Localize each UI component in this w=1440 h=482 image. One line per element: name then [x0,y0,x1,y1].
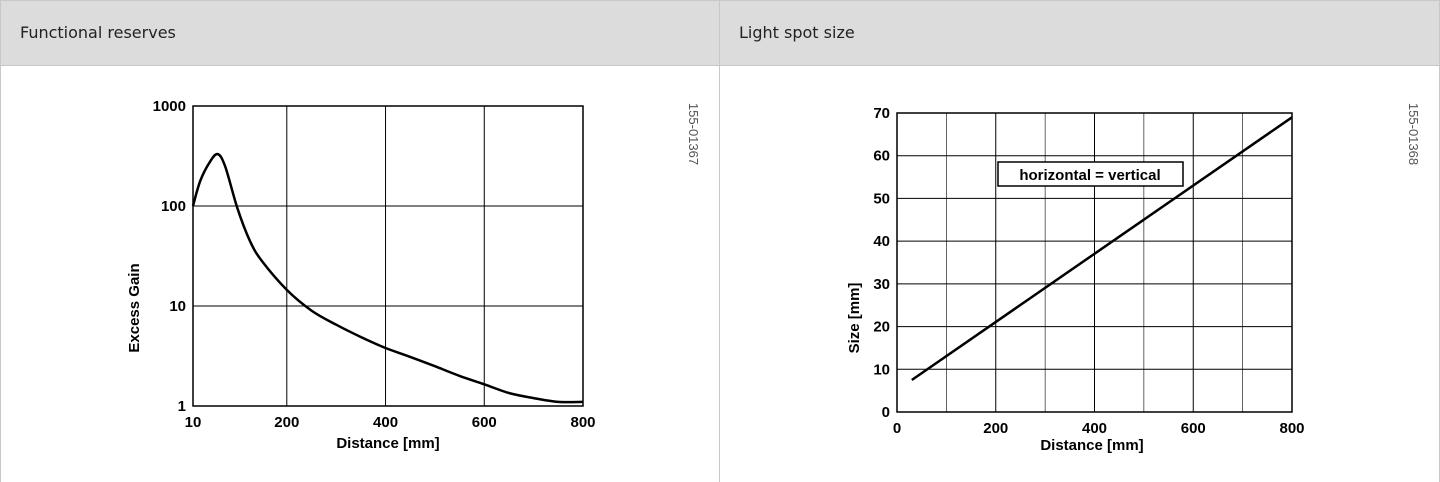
y-tick-label: 10 [873,361,890,378]
annotation-text: horizontal = vertical [1019,167,1160,184]
y-tick-label: 70 [873,105,890,122]
panel-header-label: Functional reserves [20,23,176,42]
x-tick-label: 0 [893,420,901,437]
y-tick-label: 60 [873,148,890,165]
spot-size-series-line [912,117,1292,380]
figure-code: 155-01368 [1406,103,1421,165]
y-tick-label: 10 [169,298,186,315]
x-tick-label: 200 [983,420,1008,437]
x-tick-label: 200 [274,414,299,431]
x-tick-label: 400 [373,414,398,431]
y-axis-label: Excess Gain [126,263,143,352]
figure-code: 155-01367 [686,103,701,165]
panel-header-light-spot-size: Light spot size [719,0,1440,66]
y-tick-label: 1000 [153,98,186,115]
y-tick-label: 0 [882,404,890,421]
y-tick-label: 40 [873,233,890,250]
panel-header-label: Light spot size [739,23,855,42]
x-tick-label: 800 [570,414,595,431]
y-tick-label: 1 [178,398,186,415]
plot-frame [193,106,583,406]
y-tick-label: 30 [873,276,890,293]
light-spot-size-chart: 0 10 20 30 40 50 60 70 0 200 400 600 800 horizontal… [720,66,1439,482]
x-tick-label: 600 [472,414,497,431]
x-axis-label: Distance [mm] [1040,437,1143,454]
x-axis-label: Distance [mm] [336,435,439,452]
y-tick-label: 100 [161,198,186,215]
x-tick-label: 600 [1181,420,1206,437]
excess-gain-series-line [193,154,583,402]
panel-header-functional-reserves: Functional reserves [0,0,719,66]
y-tick-label: 50 [873,190,890,207]
y-tick-label: 20 [873,319,890,336]
y-axis-label: Size [mm] [846,283,863,354]
x-tick-label: 400 [1082,420,1107,437]
x-tick-label: 800 [1279,420,1304,437]
x-tick-label: 10 [185,414,202,431]
